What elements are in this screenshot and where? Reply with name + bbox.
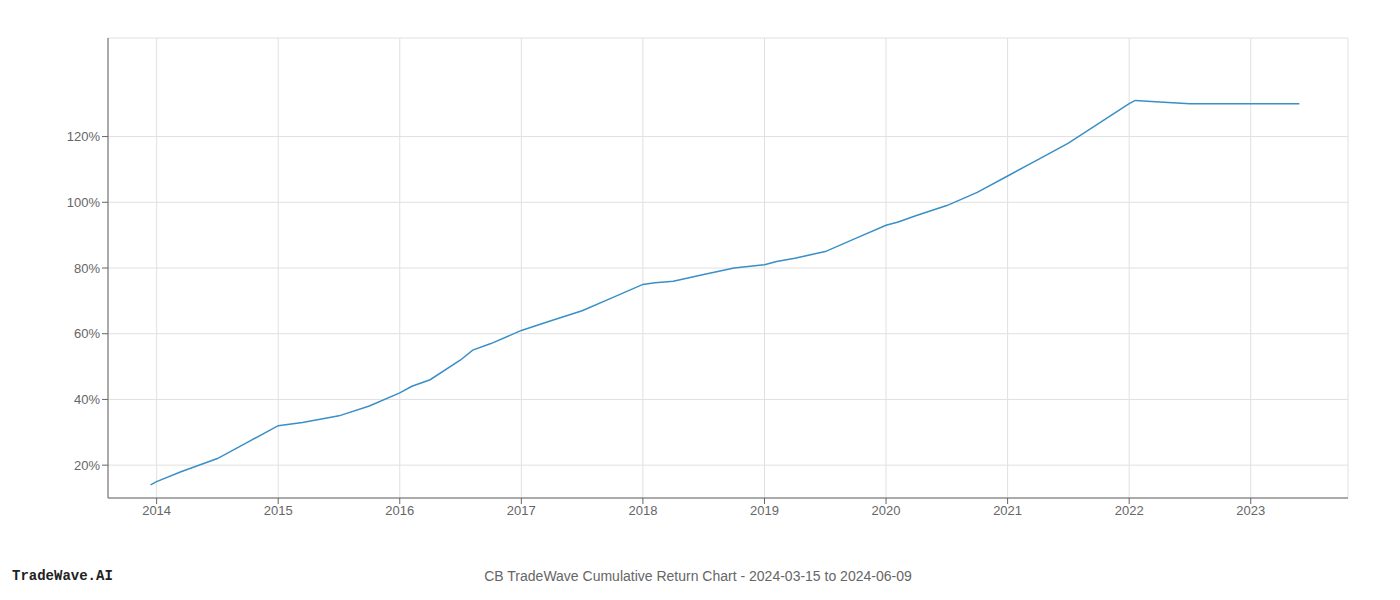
svg-text:40%: 40% <box>74 392 100 407</box>
svg-text:80%: 80% <box>74 261 100 276</box>
svg-text:2018: 2018 <box>628 503 657 518</box>
svg-text:2014: 2014 <box>142 503 171 518</box>
svg-text:2019: 2019 <box>750 503 779 518</box>
svg-text:2021: 2021 <box>993 503 1022 518</box>
svg-text:120%: 120% <box>67 129 101 144</box>
svg-text:100%: 100% <box>67 195 101 210</box>
svg-text:2015: 2015 <box>264 503 293 518</box>
svg-text:2016: 2016 <box>385 503 414 518</box>
svg-text:2017: 2017 <box>507 503 536 518</box>
svg-text:20%: 20% <box>74 458 100 473</box>
svg-text:2020: 2020 <box>872 503 901 518</box>
svg-text:2022: 2022 <box>1115 503 1144 518</box>
svg-text:2023: 2023 <box>1236 503 1265 518</box>
svg-text:60%: 60% <box>74 326 100 341</box>
html-text:CB TradeWave Cumulative Return: CB TradeWave Cumulative Return Chart - 2… <box>484 568 912 584</box>
html-text:TradeWave.AI: TradeWave.AI <box>12 568 113 584</box>
